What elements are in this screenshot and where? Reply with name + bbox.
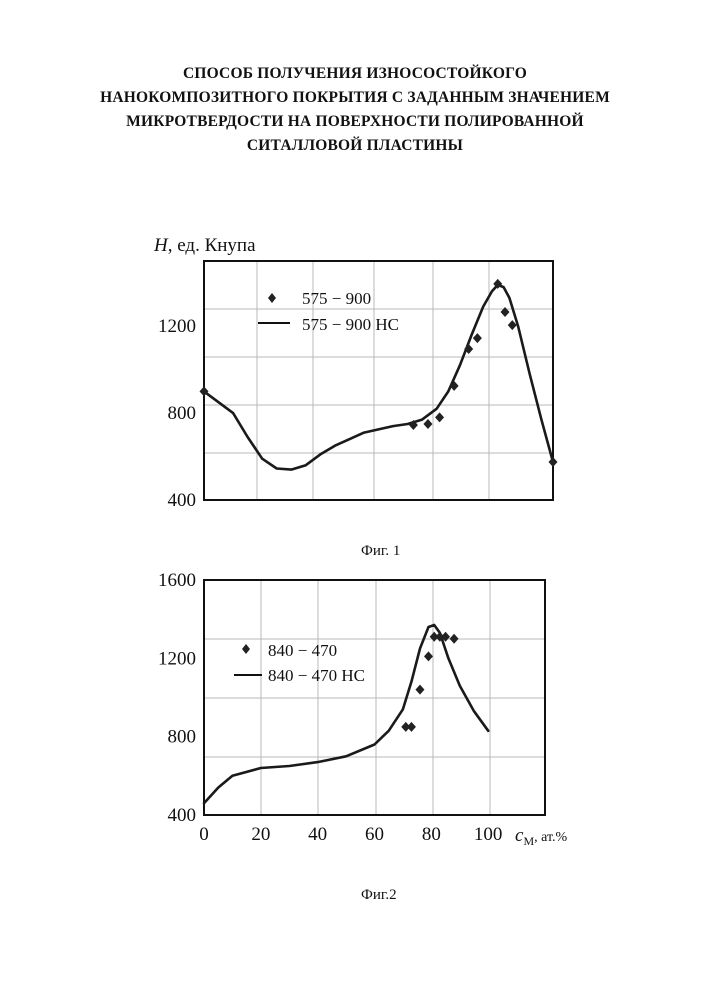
fig2-xtick-label: 60: [365, 824, 384, 845]
fig1-data-point: [473, 333, 482, 343]
figure-1-chart: H, ед. Кнупа 575 − 900 575 − 900 НС 400 8…: [153, 235, 558, 511]
fig1-ylabel-symbol: H: [153, 235, 169, 256]
fig2-legend-line-label: 840 − 470 НС: [268, 666, 365, 685]
figure-1-caption: Фиг. 1: [361, 543, 400, 560]
fig2-ytick-label: 800: [168, 727, 197, 748]
fig1-ytick-label: 800: [168, 403, 197, 424]
fig2-legend-dots-label: 840 − 470: [268, 641, 337, 660]
fig2-xtick-label: 40: [308, 824, 327, 845]
fig2-data-point: [424, 651, 433, 661]
fig1-data-point: [423, 419, 432, 429]
figures-canvas: H, ед. Кнупа 575 − 900 575 − 900 НС 4008…: [0, 0, 707, 1000]
figure-2-caption: Фиг.2: [361, 887, 397, 904]
fig1-legend-line-label: 575 − 900 НС: [302, 315, 399, 334]
fig1-data-point: [549, 457, 558, 467]
fig2-ytick-label: 1600: [158, 570, 196, 591]
fig1-legend-diamond-icon: [268, 293, 276, 303]
fig2-ytick-label: 400: [168, 805, 197, 826]
fig1-ylabel-rest: , ед. Кнупа: [168, 235, 256, 256]
fig2-xtick-label: 100: [474, 824, 503, 845]
fig2-ytick-label: 1200: [158, 648, 196, 669]
fig2-xlabel-sub: М: [523, 834, 534, 848]
fig1-ytick-label: 400: [168, 490, 197, 511]
fig1-data-point: [435, 412, 444, 422]
fig1-ytick-label: 1200: [158, 316, 196, 337]
fig2-xtick-label: 80: [422, 824, 441, 845]
figure-2-chart: 840 − 470 840 − 470 НС cМ, ат.% 40080012…: [158, 570, 568, 848]
fig2-xtick-label: 0: [199, 824, 209, 845]
fig1-ylabel: H, ед. Кнупа: [153, 235, 256, 256]
fig1-plot-frame: [204, 261, 553, 500]
fig2-legend-diamond-icon: [242, 644, 250, 654]
fig1-legend-dots-label: 575 − 900: [302, 289, 371, 308]
fig2-xtick-label: 20: [251, 824, 270, 845]
fig1-fit-curve: [204, 285, 553, 470]
fig2-data-point: [407, 722, 416, 732]
fig2-data-point: [415, 685, 424, 695]
fig2-data-point: [450, 634, 459, 644]
fig2-xlabel-rest: , ат.%: [534, 830, 567, 845]
fig2-xlabel: cМ, ат.%: [515, 825, 568, 848]
